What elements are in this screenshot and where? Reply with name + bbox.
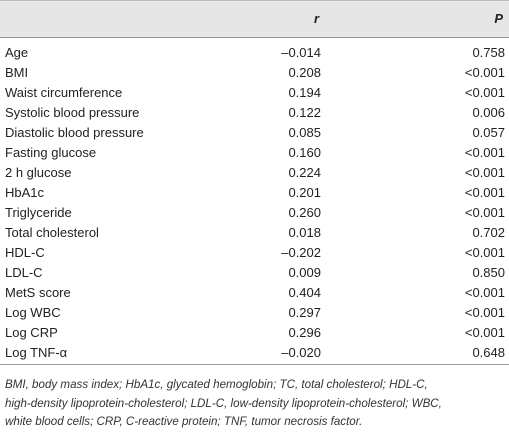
p-value: <0.001 bbox=[464, 325, 505, 340]
p-value: <0.001 bbox=[464, 165, 505, 180]
r-value: 0.201 bbox=[288, 185, 321, 200]
row-label: LDL-C bbox=[5, 265, 43, 280]
row-label: 2 h glucose bbox=[5, 165, 72, 180]
r-value: 0.160 bbox=[288, 145, 321, 160]
p-value: 0.057 bbox=[472, 125, 505, 140]
row-label: Log TNF-α bbox=[5, 345, 68, 360]
p-value: <0.001 bbox=[464, 85, 505, 100]
row-label: Total cholesterol bbox=[5, 225, 99, 240]
p-value: 0.758 bbox=[472, 45, 505, 60]
r-value: 0.018 bbox=[288, 225, 321, 240]
p-value: <0.001 bbox=[464, 65, 505, 80]
r-value: –0.020 bbox=[281, 345, 321, 360]
r-value: 0.260 bbox=[288, 205, 321, 220]
row-label: HDL-C bbox=[5, 245, 45, 260]
p-value: 0.648 bbox=[472, 345, 505, 360]
r-value: 0.297 bbox=[288, 305, 321, 320]
p-value: <0.001 bbox=[464, 285, 505, 300]
row-label: Fasting glucose bbox=[5, 145, 97, 160]
row-label: HbA1c bbox=[5, 185, 45, 200]
p-value: <0.001 bbox=[464, 245, 505, 260]
r-value: 0.404 bbox=[288, 285, 321, 300]
r-value: 0.085 bbox=[288, 125, 321, 140]
r-value: 0.194 bbox=[288, 85, 321, 100]
footnote-line: white blood cells; CRP, C-reactive prote… bbox=[5, 415, 363, 428]
row-label: BMI bbox=[5, 65, 29, 80]
r-value: –0.014 bbox=[281, 45, 321, 60]
row-label: Waist circumference bbox=[5, 85, 123, 100]
r-value: 0.009 bbox=[288, 265, 321, 280]
p-value: 0.006 bbox=[472, 105, 505, 120]
column-header: r bbox=[313, 11, 319, 26]
table-header bbox=[0, 0, 509, 38]
row-label: Systolic blood pressure bbox=[5, 105, 140, 120]
row-label: Log CRP bbox=[5, 325, 58, 340]
footnote-line: BMI, body mass index; HbA1c, glycated he… bbox=[5, 378, 428, 391]
row-label: Age bbox=[5, 45, 29, 60]
r-value: 0.224 bbox=[288, 165, 321, 180]
p-value: <0.001 bbox=[464, 305, 505, 320]
row-label: Log WBC bbox=[5, 305, 61, 320]
p-value: 0.850 bbox=[472, 265, 505, 280]
row-label: Diastolic blood pressure bbox=[5, 125, 144, 140]
p-value: 0.702 bbox=[472, 225, 505, 240]
r-value: –0.202 bbox=[281, 245, 321, 260]
r-value: 0.296 bbox=[288, 325, 321, 340]
row-label: Triglyceride bbox=[5, 205, 72, 220]
r-value: 0.122 bbox=[288, 105, 321, 120]
p-value: <0.001 bbox=[464, 145, 505, 160]
footnote-line: high-density lipoprotein-cholesterol; LD… bbox=[5, 396, 442, 410]
row-label: MetS score bbox=[5, 285, 71, 300]
column-header: P bbox=[494, 11, 503, 26]
bottom-rule bbox=[0, 364, 509, 365]
r-value: 0.208 bbox=[288, 65, 321, 80]
p-value: <0.001 bbox=[464, 205, 505, 220]
p-value: <0.001 bbox=[464, 185, 505, 200]
